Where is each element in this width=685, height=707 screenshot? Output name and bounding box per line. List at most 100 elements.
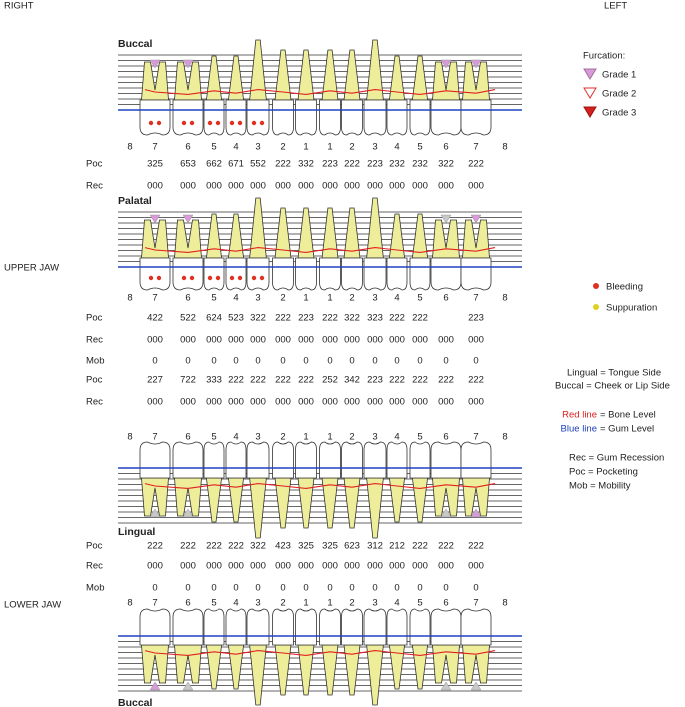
row-cell: 000 <box>298 561 314 572</box>
tooth-number: 8 <box>127 293 132 304</box>
furcation-mark <box>440 681 452 691</box>
row-label: Poc <box>86 313 103 324</box>
row-cell: 0 <box>233 583 238 594</box>
row-cell: 000 <box>206 335 222 346</box>
furcation-mark <box>470 681 482 691</box>
row-cell: 000 <box>180 181 196 192</box>
row-cell: 325 <box>298 541 314 552</box>
row-cell: 423 <box>275 541 291 552</box>
tooth-root <box>227 644 245 690</box>
tooth-crown <box>460 99 492 136</box>
tooth-number: 3 <box>255 432 260 443</box>
tooth-number: 2 <box>280 598 285 609</box>
bleeding-dot <box>207 120 213 126</box>
tooth-root <box>388 55 406 101</box>
row-cell: 0 <box>185 356 190 367</box>
row-label: Rec <box>86 397 103 408</box>
grade2-icon <box>583 87 597 99</box>
tooth-number: 6 <box>443 432 448 443</box>
tooth-number: 6 <box>185 142 190 153</box>
bleeding-dot <box>207 275 213 281</box>
row-cell: 000 <box>438 561 454 572</box>
tooth-root <box>432 219 460 259</box>
tooth-crown <box>319 608 341 646</box>
tooth-root <box>249 477 267 539</box>
tooth-crown <box>172 608 204 646</box>
row-cell: 000 <box>206 181 222 192</box>
row-cell: 000 <box>206 397 222 408</box>
row-cell: 000 <box>275 335 291 346</box>
row-cell: 000 <box>389 181 405 192</box>
tooth-crown <box>363 441 387 479</box>
tooth-root <box>462 61 490 101</box>
bleeding-dot <box>237 275 243 281</box>
grade3-icon <box>583 106 597 118</box>
tooth-root <box>366 477 384 539</box>
row-cell: 000 <box>206 561 222 572</box>
tooth-crown <box>203 257 225 291</box>
row-cell: 312 <box>367 541 383 552</box>
tooth-root <box>366 644 384 706</box>
tooth-crown <box>172 99 204 136</box>
row-cell: 000 <box>367 397 383 408</box>
row-cell: 623 <box>344 541 360 552</box>
tooth-root <box>462 219 490 259</box>
tooth-number: 3 <box>372 142 377 153</box>
right-label: RIGHT <box>4 1 34 12</box>
tooth-number: 1 <box>303 142 308 153</box>
tooth-root <box>432 477 460 517</box>
tooth-crown <box>295 608 317 646</box>
tooth-root <box>462 644 490 684</box>
row-cell: 522 <box>180 313 196 324</box>
tooth-number: 4 <box>394 432 399 443</box>
tooth-number: 1 <box>327 293 332 304</box>
tooth-crown <box>295 441 317 479</box>
tooth-crown <box>386 608 408 646</box>
tooth-number: 6 <box>185 293 190 304</box>
tooth-crown <box>139 441 171 479</box>
tooth-root <box>174 219 202 259</box>
tooth-root <box>205 55 223 101</box>
tooth-root <box>432 644 460 684</box>
tooth-root <box>321 49 339 101</box>
row-cell: 523 <box>228 313 244 324</box>
tooth-crown <box>272 441 294 479</box>
row-cell: 0 <box>233 356 238 367</box>
bleeding-dot <box>181 275 187 281</box>
row-label: Rec <box>86 561 103 572</box>
tooth-number: 2 <box>349 293 354 304</box>
row-cell: 0 <box>372 583 377 594</box>
tooth-root <box>388 477 406 523</box>
tooth-root <box>321 207 339 259</box>
tooth-crown <box>246 257 270 291</box>
tooth-number: 4 <box>233 293 238 304</box>
tooth-crown <box>225 99 247 136</box>
row-cell: 0 <box>327 583 332 594</box>
tooth-crown <box>246 99 270 136</box>
row-cell: 0 <box>394 356 399 367</box>
row-cell: 333 <box>206 375 222 386</box>
tooth-number: 1 <box>327 432 332 443</box>
row-cell: 0 <box>152 356 157 367</box>
tooth-root <box>432 61 460 101</box>
tooth-number: 3 <box>255 293 260 304</box>
row-label: Mob <box>86 583 104 594</box>
tooth-number: 3 <box>372 293 377 304</box>
bleeding-dot <box>229 275 235 281</box>
row-cell: 000 <box>275 561 291 572</box>
row-cell: 0 <box>349 583 354 594</box>
row-cell: 252 <box>322 375 338 386</box>
tooth-root <box>174 61 202 101</box>
abbreviation: Mob = Mobility <box>569 481 631 492</box>
row-cell: 325 <box>322 541 338 552</box>
row-label: Mob <box>86 356 104 367</box>
row-cell: 000 <box>250 561 266 572</box>
row-cell: 000 <box>180 561 196 572</box>
tooth-number: 4 <box>394 598 399 609</box>
tooth-number: 4 <box>233 432 238 443</box>
bleeding-dot <box>181 120 187 126</box>
tooth-crown <box>272 99 294 136</box>
row-cell: 000 <box>367 181 383 192</box>
row-cell: 222 <box>275 313 291 324</box>
tooth-crown <box>430 441 462 479</box>
